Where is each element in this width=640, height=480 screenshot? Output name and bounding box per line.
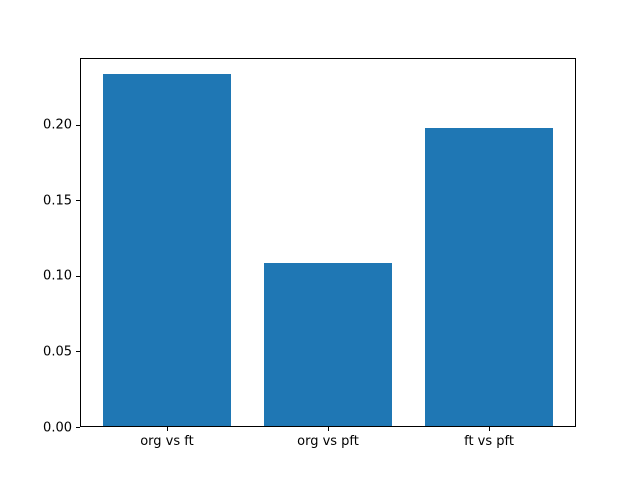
y-tick-label: 0.00: [43, 420, 72, 435]
x-tick-label-org-vs-ft: org vs ft: [140, 434, 194, 449]
y-tick-label: 0.10: [43, 268, 72, 284]
y-tick-mark: [76, 275, 80, 277]
y-tick-mark: [76, 200, 80, 202]
x-tick-mark: [328, 427, 329, 431]
y-tick-mark: [76, 427, 80, 428]
bar-org-vs-ft: [102, 73, 232, 426]
x-tick-label-ft-vs-pft: ft vs pft: [464, 434, 514, 449]
x-tick-mark: [489, 427, 491, 431]
y-tick-label: 0.20: [43, 117, 72, 133]
y-tick-label: 0.15: [43, 193, 72, 209]
plot-area: [80, 58, 576, 427]
x-tick-label-org-vs-pft: org vs pft: [297, 434, 359, 449]
x-tick-mark: [166, 427, 168, 431]
y-tick-label: 0.05: [43, 344, 72, 360]
y-tick-mark: [76, 124, 80, 126]
bar-org-vs-pft: [263, 262, 393, 426]
bar-ft-vs-pft: [424, 128, 554, 426]
y-tick-mark: [76, 351, 80, 353]
